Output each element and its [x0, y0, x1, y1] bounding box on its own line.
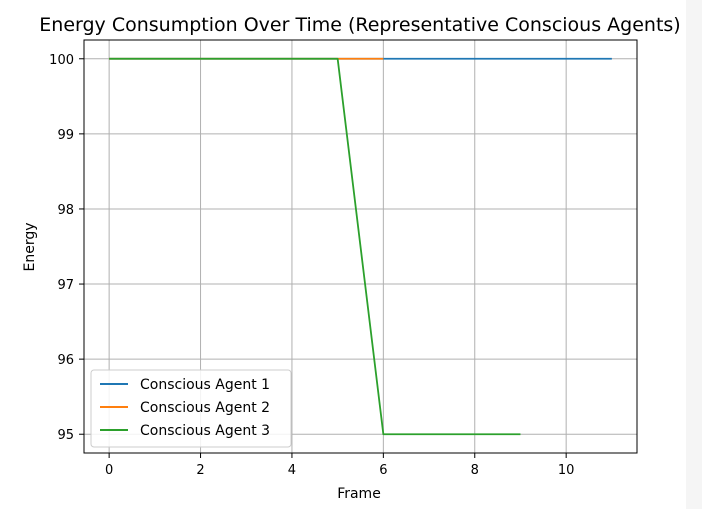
x-tick-label: 8: [471, 463, 479, 478]
x-axis-label: Frame: [337, 486, 381, 502]
legend: Conscious Agent 1 Conscious Agent 2 Consci…: [90, 369, 292, 448]
plot-frame: [83, 39, 638, 454]
legend-label: Conscious Agent 1: [140, 377, 270, 393]
legend-label: Conscious Agent 2: [140, 400, 270, 416]
legend-box: [90, 369, 292, 448]
x-tick-label: 0: [105, 463, 113, 478]
x-tick-label: 4: [288, 463, 296, 478]
series-line-3: [109, 57, 521, 436]
x-tick-label: 10: [558, 463, 575, 478]
y-tick-label: 95: [57, 428, 74, 443]
series-lines: [109, 57, 612, 436]
x-tick-label: 6: [379, 463, 387, 478]
y-tick-label: 96: [57, 353, 74, 368]
y-tick-label: 97: [57, 278, 74, 293]
y-axis-label: Energy: [22, 222, 38, 271]
axes: 0 2 4 6 8 10 95 96 97 98 99 100: [49, 39, 638, 478]
y-tick-label: 99: [57, 128, 74, 143]
chart-title: Energy Consumption Over Time (Representa…: [39, 14, 680, 36]
y-tick-label: 100: [49, 53, 74, 68]
legend-label: Conscious Agent 3: [140, 423, 270, 439]
scrollbar-gutter: [686, 0, 702, 509]
x-tick-label: 2: [196, 463, 204, 478]
y-tick-label: 98: [57, 203, 74, 218]
